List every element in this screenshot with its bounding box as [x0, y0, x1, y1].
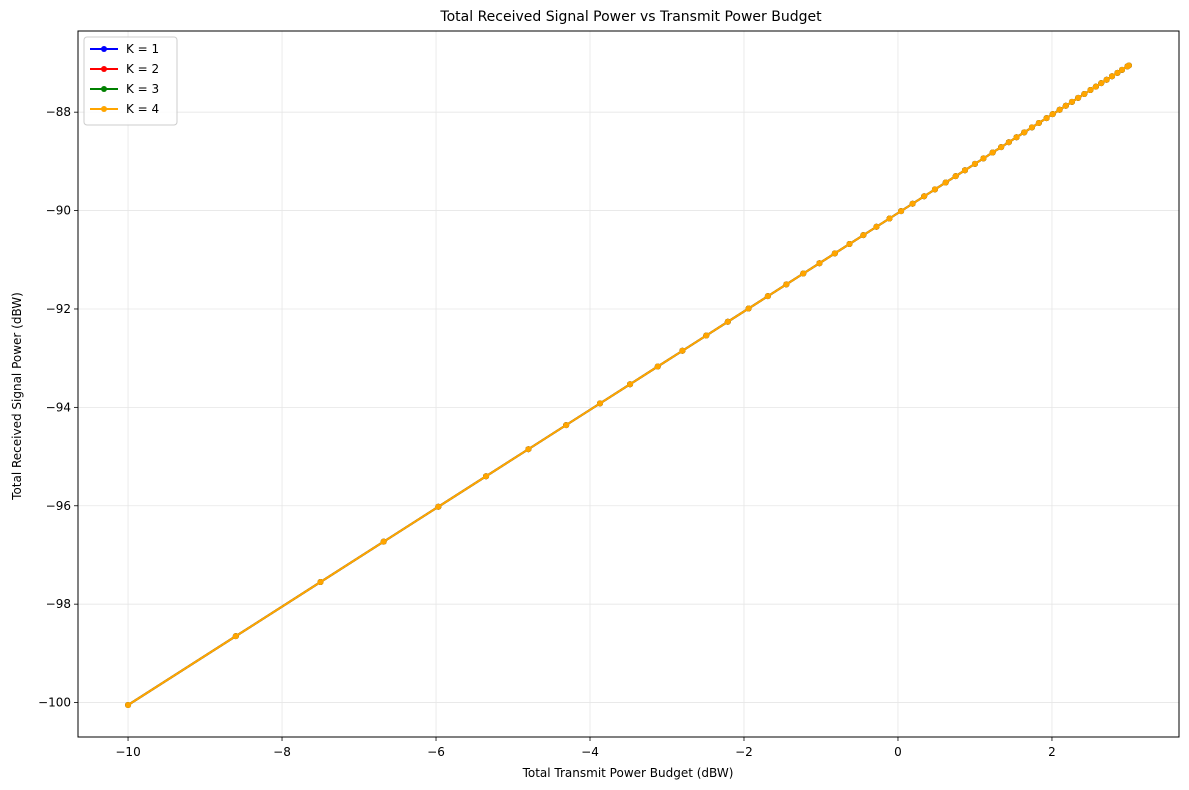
data-point: [980, 155, 987, 162]
y-tick-label: −100: [38, 696, 71, 710]
data-point: [942, 179, 949, 186]
legend-item: K = 2: [90, 62, 159, 76]
data-point: [1075, 94, 1082, 101]
data-point: [898, 208, 905, 215]
legend-marker: [101, 106, 107, 112]
legend-label: K = 2: [126, 62, 159, 76]
data-point: [627, 381, 634, 388]
x-tick-label: 0: [894, 745, 902, 759]
y-tick-label: −90: [46, 204, 71, 218]
data-point: [873, 223, 880, 230]
data-point: [1005, 139, 1012, 146]
data-point: [961, 167, 968, 174]
data-point: [1021, 129, 1028, 136]
data-point: [724, 318, 731, 325]
y-axis-label: Total Received Signal Power (dBW): [10, 292, 24, 501]
legend: K = 1 K = 2 K = 3 K = 4: [83, 36, 178, 126]
y-tick-label: −88: [46, 105, 71, 119]
data-point: [703, 332, 710, 339]
x-axis-label: Total Transmit Power Budget (dBW): [522, 766, 734, 780]
legend-box: [83, 36, 178, 126]
data-point: [1068, 98, 1075, 105]
y-axis-ticks: −100 −98 −96 −94 −92 −90 −88: [38, 105, 78, 710]
legend-label: K = 1: [126, 42, 159, 56]
data-point: [745, 305, 752, 312]
data-point: [1056, 106, 1063, 113]
data-point: [764, 293, 771, 300]
data-point: [563, 422, 570, 429]
series-4: [125, 62, 1132, 709]
x-tick-label: −8: [273, 745, 291, 759]
data-point: [886, 215, 893, 222]
x-tick-label: 2: [1048, 745, 1056, 759]
data-point: [783, 281, 790, 288]
legend-marker: [101, 86, 107, 92]
data-point: [846, 241, 853, 248]
plot-series: [125, 62, 1132, 709]
legend-marker: [101, 66, 107, 72]
plot-frame: [77, 30, 1180, 738]
data-point: [1114, 69, 1121, 76]
legend-item: K = 3: [90, 82, 159, 96]
data-point: [860, 232, 867, 239]
legend-item: K = 4: [90, 102, 159, 116]
data-point: [1119, 66, 1126, 73]
data-point: [1049, 111, 1056, 118]
x-tick-label: −10: [115, 745, 140, 759]
data-point: [831, 250, 838, 257]
data-point: [1062, 102, 1069, 109]
data-point: [380, 538, 387, 545]
data-point: [1098, 80, 1105, 87]
data-point: [998, 144, 1005, 151]
data-point: [931, 186, 938, 193]
data-point: [1092, 83, 1099, 90]
data-point: [317, 579, 324, 586]
x-tick-label: −6: [427, 745, 445, 759]
data-point: [483, 473, 490, 480]
data-point: [1125, 62, 1132, 69]
data-point: [1013, 134, 1020, 141]
y-tick-label: −94: [46, 400, 71, 414]
data-point: [909, 200, 916, 207]
data-point: [679, 347, 686, 354]
data-point: [597, 400, 604, 407]
data-point: [921, 193, 928, 200]
data-point: [525, 446, 532, 453]
legend-label: K = 3: [126, 82, 159, 96]
data-point: [952, 173, 959, 180]
grid-lines: [78, 31, 1179, 737]
data-point: [125, 702, 132, 709]
data-point: [232, 633, 239, 640]
chart-title: Total Received Signal Power vs Transmit …: [439, 9, 822, 25]
x-tick-label: −4: [581, 745, 599, 759]
y-tick-label: −92: [46, 302, 71, 316]
data-point: [1109, 73, 1116, 80]
data-point: [971, 160, 978, 167]
data-point: [435, 503, 442, 510]
data-point: [1043, 115, 1050, 122]
x-axis-ticks: −10 −8 −6 −4 −2 0 2: [115, 737, 1056, 759]
data-point: [816, 260, 823, 267]
legend-marker: [101, 46, 107, 52]
data-point: [800, 270, 807, 277]
legend-item: K = 1: [90, 42, 159, 56]
data-point: [1028, 124, 1035, 131]
data-point: [1103, 76, 1110, 83]
data-point: [1087, 87, 1094, 94]
data-point: [989, 149, 996, 156]
data-point: [1081, 90, 1088, 97]
x-tick-label: −2: [735, 745, 753, 759]
legend-label: K = 4: [126, 102, 159, 116]
y-tick-label: −98: [46, 597, 71, 611]
data-point: [654, 363, 661, 370]
y-tick-label: −96: [46, 499, 71, 513]
data-point: [1035, 120, 1042, 126]
